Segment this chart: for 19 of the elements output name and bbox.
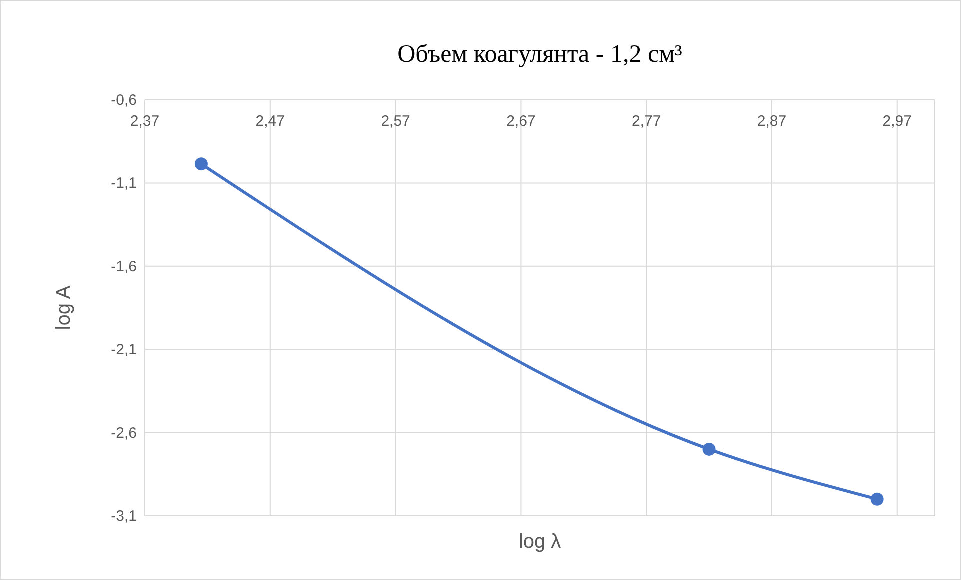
y-tick-label: -2,6 (111, 424, 137, 442)
y-axis-title: log A (53, 285, 75, 330)
point (870, 492, 884, 506)
y-tick-label: -0,6 (111, 92, 137, 109)
x-tick-label: 2,67 (506, 113, 536, 130)
y-tick-label: -1,6 (111, 258, 137, 276)
x-tick-label: 2,97 (882, 113, 912, 130)
point (702, 442, 716, 456)
y-tick-label: -2,1 (111, 342, 137, 359)
x-tick-label: 2,87 (757, 113, 787, 130)
x-tick-label: 2,77 (632, 113, 662, 130)
y-tick-label: -1,1 (111, 175, 137, 192)
point (194, 158, 208, 171)
chart-title: Объем коагулянта - 1,2 см³ (398, 41, 683, 68)
y-tick-label: -3,1 (111, 508, 137, 525)
x-tick-label: 2,47 (256, 113, 285, 130)
x-tick-label: 2,57 (381, 113, 410, 130)
x-axis-title: log λ (518, 531, 562, 553)
x-tick-label: 2,37 (130, 113, 160, 130)
